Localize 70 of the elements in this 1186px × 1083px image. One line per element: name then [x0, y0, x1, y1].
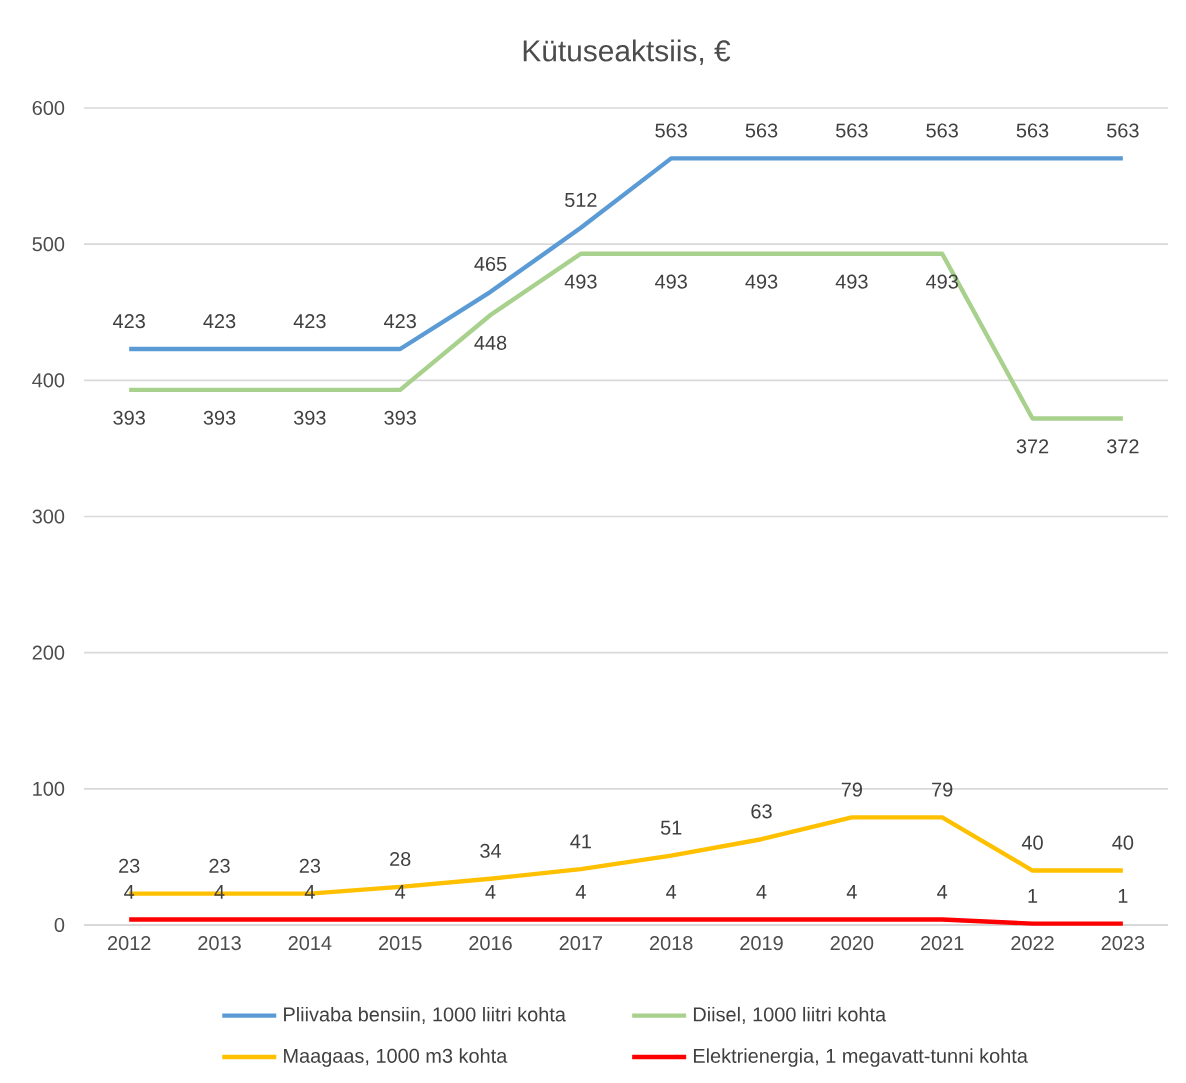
- x-tick-label: 2017: [559, 936, 603, 951]
- data-label: 79: [841, 782, 862, 797]
- data-label: 423: [113, 314, 145, 329]
- data-label: 423: [203, 314, 236, 329]
- data-label: 393: [293, 410, 326, 425]
- x-tick-label: 2015: [379, 936, 422, 951]
- data-label: 493: [926, 274, 958, 289]
- data-label: 1: [1028, 889, 1038, 903]
- y-tick-label: 300: [32, 509, 65, 524]
- y-tick-label: 600: [32, 100, 65, 116]
- legend-label: Diisel, 1000 liitri kohta: [693, 1006, 887, 1024]
- data-label: 4: [846, 885, 857, 899]
- x-tick-label: 2022: [1011, 936, 1054, 951]
- data-label: 493: [745, 274, 778, 289]
- x-tick-label: 2014: [288, 936, 332, 951]
- data-label: 563: [1016, 123, 1049, 138]
- data-label: 563: [655, 123, 687, 138]
- data-label: 63: [751, 804, 772, 819]
- data-label: 23: [209, 858, 230, 873]
- x-tick-label: 2023: [1101, 936, 1145, 951]
- data-label: 79: [932, 782, 953, 797]
- data-label: 563: [745, 123, 778, 138]
- data-label: 393: [113, 410, 145, 425]
- x-tick-label: 2013: [198, 936, 241, 951]
- x-tick-label: 2020: [830, 936, 874, 951]
- data-label: 51: [660, 820, 682, 835]
- y-tick-label: 0: [54, 917, 65, 933]
- y-tick-label: 200: [32, 645, 65, 660]
- data-label: 28: [390, 851, 411, 867]
- data-label: 23: [119, 858, 140, 873]
- data-label: 393: [384, 410, 416, 425]
- data-label: 493: [564, 274, 597, 289]
- data-label: 41: [570, 834, 591, 849]
- legend-label: Pliivaba bensiin, 1000 liitri kohta: [284, 1006, 566, 1024]
- y-tick-label: 500: [32, 237, 65, 252]
- data-label: 4: [124, 885, 135, 899]
- y-tick-label: 400: [32, 373, 65, 388]
- data-label: 23: [299, 858, 321, 873]
- y-tick-label: 100: [33, 781, 65, 796]
- data-label: 423: [293, 314, 326, 329]
- data-label: 493: [835, 274, 868, 289]
- data-label: 4: [395, 885, 406, 899]
- data-label: 4: [666, 885, 677, 899]
- data-label: 423: [384, 314, 416, 329]
- data-label: 372: [1016, 439, 1049, 454]
- chart-title: Kütuseaktsiis, €: [523, 39, 731, 65]
- data-label: 512: [565, 192, 597, 207]
- x-tick-label: 2012: [108, 936, 151, 951]
- data-label: 40: [1021, 835, 1043, 850]
- data-label: 4: [485, 885, 496, 899]
- x-tick-label: 2021: [921, 936, 964, 951]
- data-label: 563: [1107, 123, 1139, 138]
- data-label: 563: [926, 123, 958, 138]
- data-label: 493: [655, 274, 687, 289]
- legend-label: Maagaas, 1000 m3 kohta: [284, 1048, 508, 1067]
- data-label: 4: [756, 885, 767, 899]
- data-label: 465: [474, 256, 507, 271]
- legend-label: Elektrienergia, 1 megavatt-tunni kohta: [693, 1048, 1028, 1067]
- data-label: 1: [1118, 889, 1128, 903]
- data-label: 393: [203, 410, 236, 425]
- x-tick-label: 2018: [650, 936, 693, 951]
- data-label: 448: [474, 335, 507, 350]
- data-label: 563: [836, 123, 868, 138]
- x-tick-label: 2016: [469, 936, 512, 951]
- x-tick-label: 2019: [740, 936, 783, 951]
- data-label: 372: [1106, 439, 1139, 454]
- data-label: 34: [480, 843, 501, 858]
- data-label: 4: [937, 885, 948, 899]
- data-label: 40: [1112, 835, 1134, 850]
- data-label: 4: [575, 885, 586, 899]
